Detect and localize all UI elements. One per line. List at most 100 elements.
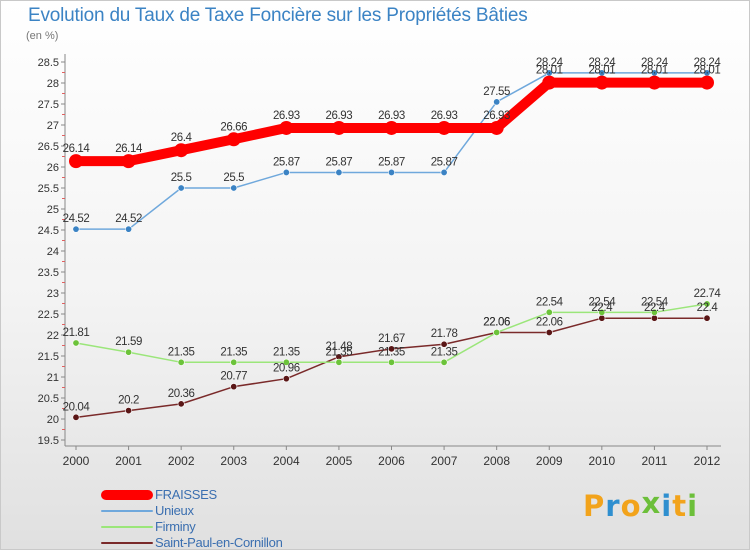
x-tick-label: 2007 [431, 454, 458, 468]
data-point [650, 314, 658, 322]
y-tick-label: 22.5 [38, 309, 59, 321]
y-tick-label: 24 [47, 246, 59, 258]
data-label: 20.2 [118, 395, 139, 407]
y-tick-label: 23 [47, 288, 59, 300]
data-point [700, 75, 714, 90]
y-tick-label: 27 [47, 120, 59, 132]
data-point [493, 328, 501, 336]
y-tick-label: 25.5 [38, 183, 59, 195]
data-point [440, 168, 448, 176]
data-point [72, 339, 80, 347]
data-label: 21.59 [115, 336, 142, 348]
data-point [125, 348, 133, 356]
data-point [230, 383, 238, 391]
data-point [387, 358, 395, 366]
x-tick-label: 2004 [273, 454, 300, 468]
y-tick-label: 20 [47, 414, 59, 426]
data-label: 20.36 [168, 388, 195, 400]
x-tick-label: 2012 [694, 454, 721, 468]
data-point [121, 154, 136, 169]
data-label: 28.01 [588, 65, 615, 77]
data-point [177, 184, 185, 192]
data-point [542, 75, 557, 90]
y-tick-label: 26 [47, 162, 59, 174]
legend-swatch [101, 490, 153, 500]
logo-letter: o [620, 489, 642, 523]
data-label: 26.14 [63, 143, 91, 155]
data-label: 22.74 [694, 288, 722, 300]
data-label: 21.67 [378, 333, 405, 345]
data-label: 22.54 [588, 296, 616, 308]
data-label: 22.54 [641, 296, 669, 308]
data-point [69, 154, 83, 169]
data-point [440, 358, 448, 366]
unit-label: (en %) [26, 30, 59, 42]
data-label: 26.93 [326, 110, 353, 122]
data-label: 21.35 [326, 346, 353, 358]
data-point [331, 120, 346, 135]
proxiti-logo: Proxiti [583, 486, 699, 523]
data-point [384, 120, 399, 135]
y-tick-label: 28 [47, 78, 59, 90]
legend-swatch [101, 510, 153, 512]
data-label: 22.06 [483, 316, 510, 328]
data-point [335, 358, 343, 366]
data-point [177, 400, 185, 408]
data-point [387, 168, 395, 176]
logo-letter: P [583, 489, 606, 523]
y-tick-label: 21 [47, 372, 59, 384]
data-point [489, 120, 504, 135]
data-point [282, 375, 290, 383]
data-point [125, 407, 133, 415]
data-label: 22.06 [536, 316, 563, 328]
data-point [440, 340, 448, 348]
data-point [72, 413, 80, 421]
data-label: 20.96 [273, 363, 300, 375]
data-point [594, 75, 609, 90]
data-point [230, 184, 238, 192]
x-tick-label: 2006 [378, 454, 405, 468]
data-label: 21.35 [378, 346, 405, 358]
data-point [437, 120, 452, 135]
y-tick-label: 21.5 [38, 351, 59, 363]
data-label: 26.93 [273, 110, 300, 122]
data-point [230, 358, 238, 366]
x-tick-label: 2002 [168, 454, 195, 468]
data-label: 20.04 [63, 401, 91, 413]
data-label: 28.01 [694, 65, 721, 77]
data-label: 22.4 [644, 302, 666, 314]
legend-swatch [101, 542, 153, 544]
data-point [493, 98, 501, 106]
legend-label: FRAISSES [155, 487, 217, 502]
y-tick-label: 24.5 [38, 225, 59, 237]
data-point [282, 168, 290, 176]
data-point [703, 300, 711, 308]
logo-letter: r [605, 489, 621, 523]
data-point [282, 358, 290, 366]
data-label: 22.06 [483, 316, 510, 328]
data-label: 21.48 [326, 341, 353, 353]
logo-letter: i [687, 489, 699, 523]
y-tick-label: 28.5 [38, 57, 59, 69]
data-point [647, 75, 662, 90]
data-label: 28.24 [536, 57, 564, 69]
x-tick-label: 2005 [326, 454, 353, 468]
data-label: 21.78 [431, 328, 458, 340]
y-tick-label: 22 [47, 330, 59, 342]
data-label: 26.14 [115, 143, 143, 155]
logo-letter: x [641, 486, 662, 520]
data-point [650, 308, 658, 316]
data-point [125, 225, 133, 233]
data-label: 22.4 [591, 302, 613, 314]
legend-swatch [101, 526, 153, 528]
legend-label: Firminy [155, 519, 196, 534]
x-tick-label: 2008 [483, 454, 510, 468]
y-tick-label: 26.5 [38, 141, 59, 153]
data-label: 21.35 [220, 346, 247, 358]
data-label: 21.81 [63, 327, 90, 339]
data-label: 25.87 [431, 156, 458, 168]
x-tick-label: 2003 [220, 454, 247, 468]
data-label: 22.54 [536, 296, 564, 308]
